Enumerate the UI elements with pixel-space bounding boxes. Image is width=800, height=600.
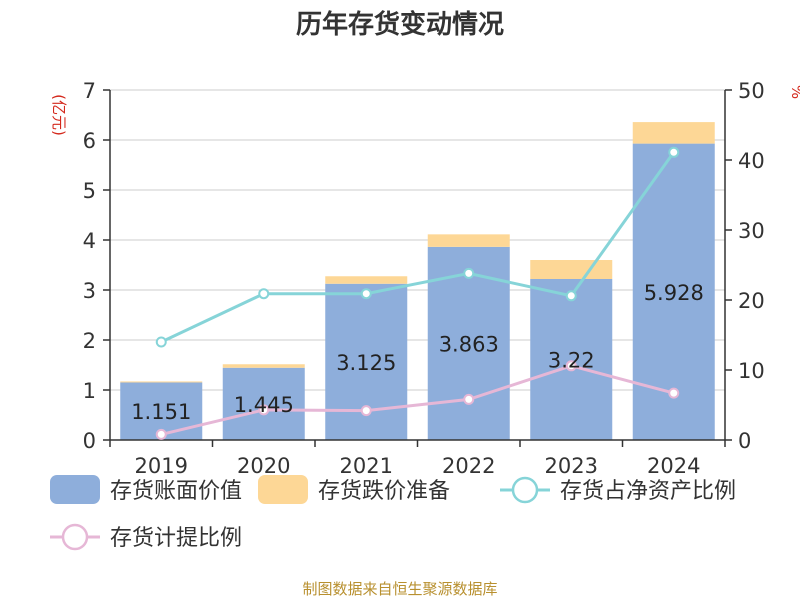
- legend-label: 存货计提比例: [110, 526, 242, 551]
- source-note: 制图数据来自恒生聚源数据库: [302, 580, 498, 598]
- bar-value-label-2023: 3.22: [548, 349, 595, 373]
- bar-value-label-2020: 1.445: [234, 393, 294, 417]
- line-point-2020: [258, 288, 270, 300]
- line-impairment-ratio: [160, 364, 675, 436]
- left-axis-unit: (亿元): [50, 94, 68, 136]
- bar-impairment-2020: [222, 364, 305, 368]
- bar-book-value-2020: [222, 367, 305, 440]
- line-point-2023: [565, 290, 577, 302]
- bar-impairment-2019: [120, 381, 203, 383]
- left-tick-label: 0: [83, 429, 96, 453]
- data-labels: 1.151 1.445 3.125 3.863 3.22 5.928: [131, 281, 704, 424]
- line-point-2019: [155, 428, 167, 440]
- x-tick-label: 2020: [237, 454, 290, 478]
- x-tick-label: 2019: [135, 454, 188, 478]
- right-axis-unit: %: [788, 85, 800, 99]
- chart-title: 历年存货变动情况: [295, 10, 504, 40]
- bar-impairment-2023: [530, 260, 613, 279]
- legend-label: 存货跌价准备: [318, 479, 450, 504]
- right-tick-label: 20: [738, 289, 765, 313]
- left-tick-label: 4: [83, 229, 96, 253]
- legend-marker: [511, 476, 539, 504]
- legend-swatch: [50, 475, 100, 504]
- legend-item-0[interactable]: 存货账面价值: [50, 475, 242, 504]
- x-tick-label: 2024: [647, 454, 700, 478]
- line-point-2024: [668, 387, 680, 399]
- legend-label: 存货占净资产比例: [560, 479, 736, 504]
- right-tick-label: 40: [738, 149, 765, 173]
- bar-value-label-2022: 3.863: [439, 332, 499, 356]
- left-tick-label: 5: [83, 179, 96, 203]
- right-tick-label: 30: [738, 219, 765, 243]
- bar-value-label-2021: 3.125: [336, 351, 396, 375]
- line-point-2023: [565, 360, 577, 372]
- line-point-2024: [668, 146, 680, 158]
- bar-value-label-2024: 5.928: [644, 281, 704, 305]
- bar-impairment-2021: [325, 276, 408, 284]
- x-tick-label: 2023: [545, 454, 598, 478]
- x-tick-label: 2021: [340, 454, 393, 478]
- bar-impairment-2024: [632, 122, 715, 144]
- legend-item-1[interactable]: 存货跌价准备: [258, 475, 450, 504]
- x-tick-label: 2022: [442, 454, 495, 478]
- legend-swatch: [258, 475, 308, 504]
- line-point-2022: [463, 393, 475, 405]
- left-tick-label: 7: [83, 79, 96, 103]
- right-tick-label: 50: [738, 79, 765, 103]
- left-tick-label: 1: [83, 379, 96, 403]
- chart-axes: 0 1 2 3 4 5 6 7 0 10 20 30 40 50 2019 2020 2021 2022 2023 2…: [50, 79, 800, 478]
- bar-impairment-2022: [427, 234, 510, 247]
- line-point-2022: [463, 267, 475, 279]
- line-point-2019: [155, 336, 167, 348]
- line-point-2021: [360, 288, 372, 300]
- line-inventory-to-net-assets: [160, 151, 675, 344]
- right-tick-label: 0: [738, 429, 751, 453]
- left-tick-label: 6: [83, 129, 96, 153]
- legend-marker: [61, 523, 89, 551]
- bar-book-value-2023: [530, 279, 613, 440]
- left-tick-label: 3: [83, 279, 96, 303]
- bar-series: [120, 122, 715, 440]
- line-point-2020: [258, 404, 270, 416]
- line-point-2021: [360, 405, 372, 417]
- bar-value-label-2019: 1.151: [131, 400, 191, 424]
- legend-item-3[interactable]: 存货计提比例: [50, 523, 242, 551]
- line-series: [155, 146, 680, 440]
- left-tick-label: 2: [83, 329, 96, 353]
- legend-label: 存货账面价值: [110, 479, 242, 504]
- legend-item-2[interactable]: 存货占净资产比例: [500, 476, 736, 504]
- right-tick-label: 10: [738, 359, 765, 383]
